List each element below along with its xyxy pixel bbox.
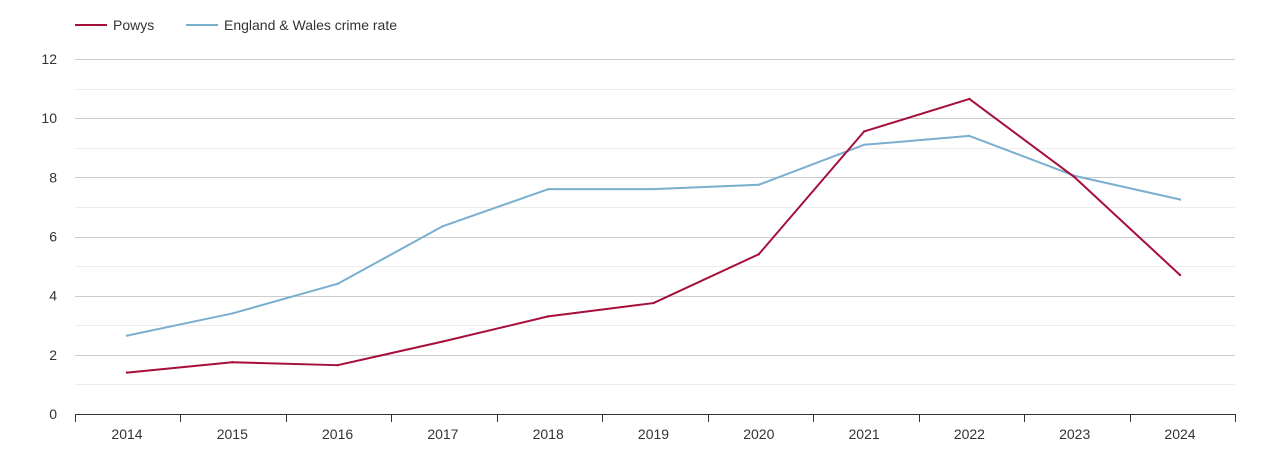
- legend-item-powys[interactable]: Powys: [75, 17, 154, 33]
- data-point-powys: [547, 315, 550, 318]
- legend-label-england-wales: England & Wales crime rate: [224, 17, 397, 33]
- data-point-england-wales-crime-rate: [757, 183, 760, 186]
- data-point-powys: [231, 361, 234, 364]
- x-tick-label: 2023: [1059, 426, 1090, 442]
- data-point-england-wales-crime-rate: [1178, 198, 1182, 201]
- data-point-england-wales-crime-rate: [547, 187, 550, 191]
- y-axis: 0 2 4 6 8 10 12: [41, 51, 57, 422]
- x-tick-label: 2021: [849, 426, 880, 442]
- data-point-england-wales-crime-rate: [125, 334, 129, 337]
- x-tick-label: 2022: [954, 426, 985, 442]
- x-tick-label: 2017: [427, 426, 458, 442]
- y-tick-label: 10: [41, 110, 57, 126]
- gridlines: [75, 59, 1235, 385]
- data-point-england-wales-crime-rate: [968, 134, 971, 138]
- legend-label-powys: Powys: [113, 17, 154, 33]
- data-point-england-wales-crime-rate: [652, 187, 655, 191]
- series-line-england-wales-crime-rate: [126, 134, 1181, 337]
- data-point-england-wales-crime-rate: [336, 282, 339, 286]
- x-tick-label: 2020: [743, 426, 774, 442]
- x-tick-label: 2019: [638, 426, 669, 442]
- legend: Powys England & Wales crime rate: [75, 17, 397, 33]
- x-tick-label: 2016: [322, 426, 353, 442]
- x-tick-label: 2018: [533, 426, 564, 442]
- y-tick-label: 8: [49, 169, 57, 185]
- x-axis: 2014 2015 2016 2017 2018 2019 2020 2021 2022 2023…: [75, 414, 1236, 442]
- y-tick-label: 2: [49, 347, 57, 363]
- data-point-powys: [652, 301, 655, 305]
- data-point-powys: [441, 340, 445, 343]
- data-point-powys: [1178, 273, 1182, 277]
- y-tick-label: 12: [41, 51, 57, 67]
- data-point-powys: [757, 253, 760, 256]
- y-tick-label: 6: [49, 229, 57, 245]
- y-tick-label: 0: [49, 406, 57, 422]
- data-point-england-wales-crime-rate: [862, 143, 866, 146]
- x-tick-label: 2014: [111, 426, 142, 442]
- data-point-powys: [336, 363, 339, 367]
- x-tick-label: 2015: [217, 426, 248, 442]
- data-point-powys: [968, 97, 971, 101]
- data-point-england-wales-crime-rate: [441, 224, 445, 228]
- data-point-powys: [125, 371, 129, 374]
- data-point-powys: [862, 130, 866, 133]
- legend-item-england-wales[interactable]: England & Wales crime rate: [186, 17, 397, 33]
- y-tick-label: 4: [49, 288, 57, 304]
- x-tick-label: 2024: [1164, 426, 1195, 442]
- data-point-powys: [1073, 176, 1076, 179]
- series-lines: [125, 97, 1182, 374]
- series-line-powys: [126, 97, 1181, 374]
- data-point-england-wales-crime-rate: [231, 312, 234, 315]
